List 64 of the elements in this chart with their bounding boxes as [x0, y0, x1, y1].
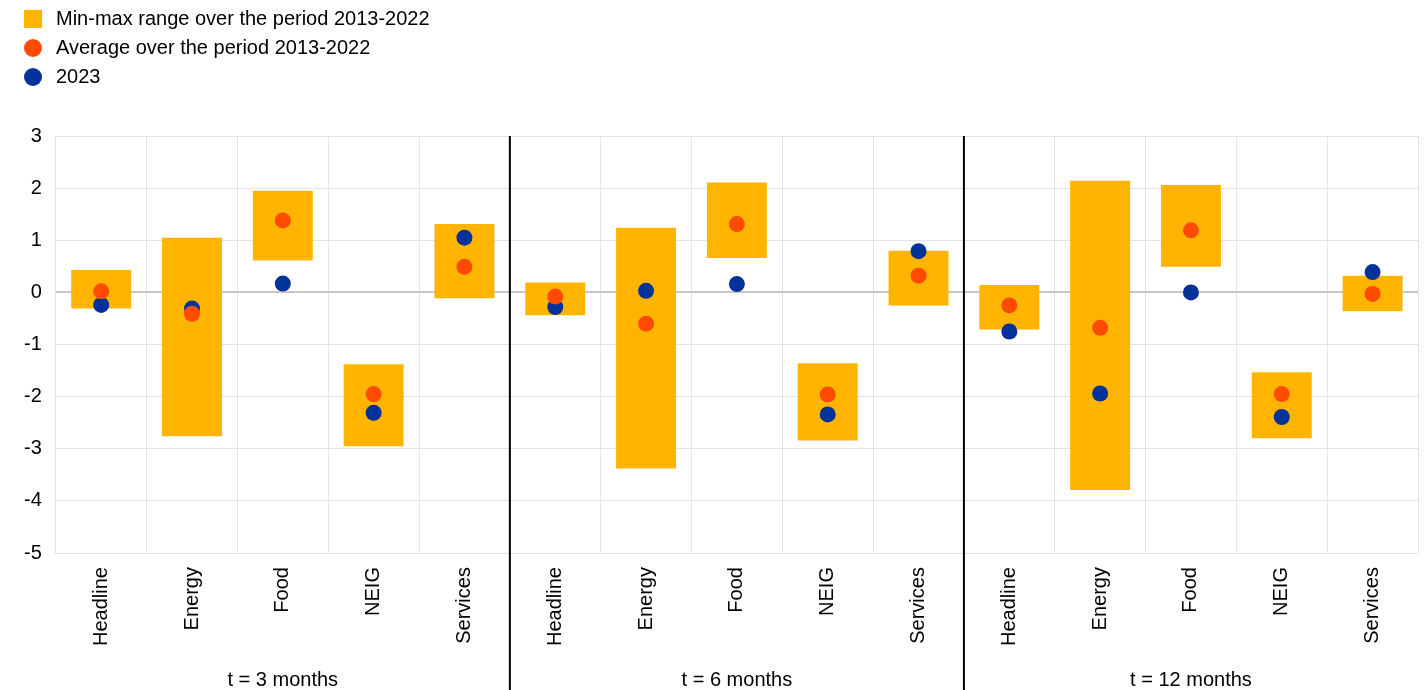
text: t = 3 months: [227, 667, 339, 690]
x-tick-label: Food: [1178, 567, 1201, 613]
y-tick-label: -2: [23, 384, 42, 407]
bar: [979, 285, 1040, 330]
bar: [252, 190, 313, 261]
x-tick-label: Energy: [179, 567, 202, 631]
x-tick-label: Food: [270, 567, 293, 613]
bar: [434, 224, 495, 299]
point: [93, 296, 110, 313]
text: t = 12 months: [1130, 667, 1252, 690]
x-tick-label: Energy: [1087, 567, 1110, 631]
point: [1092, 385, 1109, 402]
x-tick-label: NEIG: [815, 567, 838, 616]
point: [1364, 264, 1381, 281]
x-tick-label: Services: [906, 567, 929, 644]
point: [1182, 222, 1199, 239]
y-tick-label: -4: [23, 488, 42, 511]
bar: [162, 237, 222, 437]
point: [1182, 284, 1199, 301]
y-tick-label: 2: [30, 175, 42, 198]
bar: [1070, 180, 1131, 490]
bar: [616, 227, 677, 469]
y-tick-label: 3: [30, 123, 42, 146]
point: [456, 258, 473, 275]
x-tick-label: NEIG: [361, 567, 384, 616]
bar: [888, 250, 949, 306]
point: [728, 276, 745, 293]
point: [728, 216, 745, 233]
point: [1273, 386, 1290, 403]
y-tick-label: -1: [23, 332, 42, 355]
bar: [343, 364, 404, 447]
x-tick-label: Food: [724, 567, 747, 613]
y-tick-label: -3: [23, 436, 42, 459]
y-tick-label: -5: [23, 540, 42, 563]
legend-label: 2023: [56, 64, 101, 89]
point: [274, 212, 291, 229]
x-tick-label: Services: [451, 567, 474, 644]
point: [274, 275, 291, 292]
legend-label: Min-max range over the period 2013-2022: [56, 6, 430, 31]
x-tick-label: Headline: [996, 567, 1019, 647]
bar: [706, 182, 767, 258]
point: [819, 386, 836, 403]
point: [638, 315, 655, 332]
point: [910, 243, 927, 260]
bar: [1160, 185, 1221, 267]
point: [184, 305, 201, 322]
x-tick-label: Headline: [542, 567, 565, 647]
x-tick-label: Energy: [633, 567, 656, 631]
legend-label: Average over the period 2013-2022: [56, 35, 371, 60]
point: [1273, 408, 1290, 425]
point: [1092, 319, 1109, 336]
text: t = 6 months: [681, 667, 793, 690]
point: [365, 386, 382, 403]
point: [819, 406, 836, 423]
y-tick-label: 0: [30, 279, 42, 302]
point: [1001, 323, 1018, 340]
point: [638, 282, 655, 299]
bar: [797, 363, 858, 441]
point: [365, 404, 382, 421]
x-tick-label: Headline: [88, 567, 111, 647]
y-tick-label: 1: [30, 227, 42, 250]
x-tick-label: Services: [1360, 567, 1383, 644]
point: [456, 229, 473, 246]
x-tick-label: NEIG: [1269, 567, 1292, 616]
